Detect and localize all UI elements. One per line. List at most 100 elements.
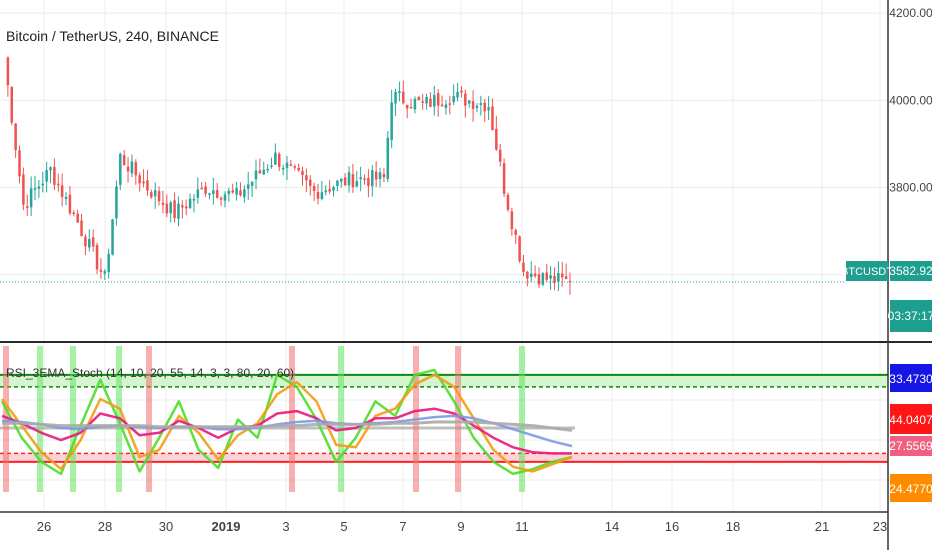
stoch-k-line	[0, 368, 573, 476]
candle-body-113	[440, 104, 444, 107]
candle-body-13	[53, 167, 56, 185]
candle-body-5	[22, 174, 25, 205]
candle-body-104	[405, 104, 409, 109]
time-tick-0: 26	[37, 519, 51, 534]
candle-body-32	[126, 166, 130, 172]
candle-body-17	[68, 194, 72, 214]
candle-body-111	[433, 95, 436, 107]
candle-body-90	[351, 174, 355, 188]
candle-body-101	[394, 91, 397, 104]
candle-body-89	[347, 172, 351, 186]
candle-body-79	[309, 179, 312, 186]
candle-body-80	[312, 186, 316, 191]
symbol-badge: BTCUSDT	[841, 266, 893, 278]
candle-body-91	[355, 181, 359, 187]
candle-body-7	[29, 188, 33, 208]
candle-body-52	[204, 186, 207, 194]
candle-body-102	[398, 91, 401, 94]
candle-body-39	[153, 190, 157, 197]
indicator-lines	[0, 368, 573, 476]
candle-body-64	[250, 181, 254, 186]
candle-body-59	[231, 190, 234, 193]
candle-body-107	[417, 96, 421, 101]
candle-body-34	[134, 162, 138, 176]
candle-body-69	[270, 165, 273, 167]
candle-body-43	[169, 202, 172, 214]
candle-body-126	[491, 106, 494, 131]
sell-signal-0	[3, 346, 9, 492]
candle-body-97	[378, 172, 382, 180]
candle-body-16	[64, 196, 68, 199]
candle-body-58	[227, 190, 231, 195]
candle-body-99	[386, 137, 390, 179]
candle-body-81	[316, 191, 320, 199]
oversold-zone	[0, 453, 888, 462]
time-tick-2: 30	[159, 519, 173, 534]
candle-body-73	[285, 162, 289, 168]
ind-tag-pink: 27.5569	[889, 439, 932, 453]
candle-body-66	[258, 170, 262, 174]
price-tick-0: 4200.00	[889, 6, 932, 20]
candle-body-85	[332, 187, 335, 191]
candle-body-44	[173, 200, 176, 219]
time-tick-6: 7	[399, 519, 406, 534]
candle-body-100	[390, 102, 393, 141]
candle-body-125	[487, 107, 490, 111]
candle-body-6	[26, 206, 29, 208]
candle-body-40	[157, 191, 161, 202]
candle-body-20	[80, 220, 83, 237]
candle-body-142	[553, 275, 556, 283]
candle-body-103	[402, 91, 405, 104]
candle-body-31	[122, 155, 126, 166]
candle-body-117	[456, 91, 459, 98]
candle-body-110	[429, 98, 432, 107]
candle-body-22	[88, 238, 91, 248]
candle-body-108	[421, 101, 424, 103]
candle-body-74	[289, 164, 293, 167]
candle-body-124	[483, 102, 486, 112]
candle-body-1	[6, 57, 10, 86]
time-tick-1: 28	[98, 519, 112, 534]
candle-body-33	[130, 161, 134, 174]
candle-body-12	[49, 167, 52, 171]
candle-body-119	[464, 93, 467, 106]
candle-body-95	[371, 170, 374, 187]
candle-body-82	[320, 192, 324, 199]
candle-body-10	[41, 183, 45, 186]
candle-body-141	[549, 275, 552, 279]
candle-body-54	[212, 190, 215, 195]
buy-signal-4	[519, 346, 525, 492]
candle-body-144	[560, 273, 564, 278]
time-tick-9: 14	[605, 519, 619, 534]
candle-body-18	[72, 212, 76, 215]
buy-signal-1	[70, 346, 76, 492]
candle-body-87	[340, 178, 343, 182]
candle-body-53	[208, 193, 211, 195]
candle-body-133	[518, 236, 521, 261]
candle-body-68	[266, 168, 269, 171]
candle-body-118	[460, 90, 463, 93]
price-tick-2: 3800.00	[889, 180, 932, 194]
time-tick-8: 11	[515, 519, 529, 534]
last-price-bg	[890, 261, 932, 281]
time-tick-12: 21	[815, 519, 829, 534]
candle-body-47	[184, 206, 188, 209]
candle-body-131	[510, 211, 514, 230]
candle-body-41	[161, 202, 165, 205]
candle-body-29	[115, 186, 118, 219]
candle-body-62	[243, 189, 246, 198]
candle-body-94	[367, 177, 370, 186]
candles	[6, 56, 572, 295]
buy-signal-0	[37, 346, 43, 492]
candle-body-36	[142, 181, 145, 184]
candle-body-24	[95, 245, 99, 270]
candle-body-61	[239, 190, 242, 196]
candle-body-15	[60, 185, 64, 198]
price-axis-labels: 4200.00 4000.00 3800.00	[889, 6, 932, 194]
ind-tag-orange: 24.4770	[889, 482, 932, 496]
symbol-badge-bg	[846, 261, 888, 281]
time-tick-3: 2019	[212, 519, 241, 534]
candle-body-28	[111, 219, 114, 255]
